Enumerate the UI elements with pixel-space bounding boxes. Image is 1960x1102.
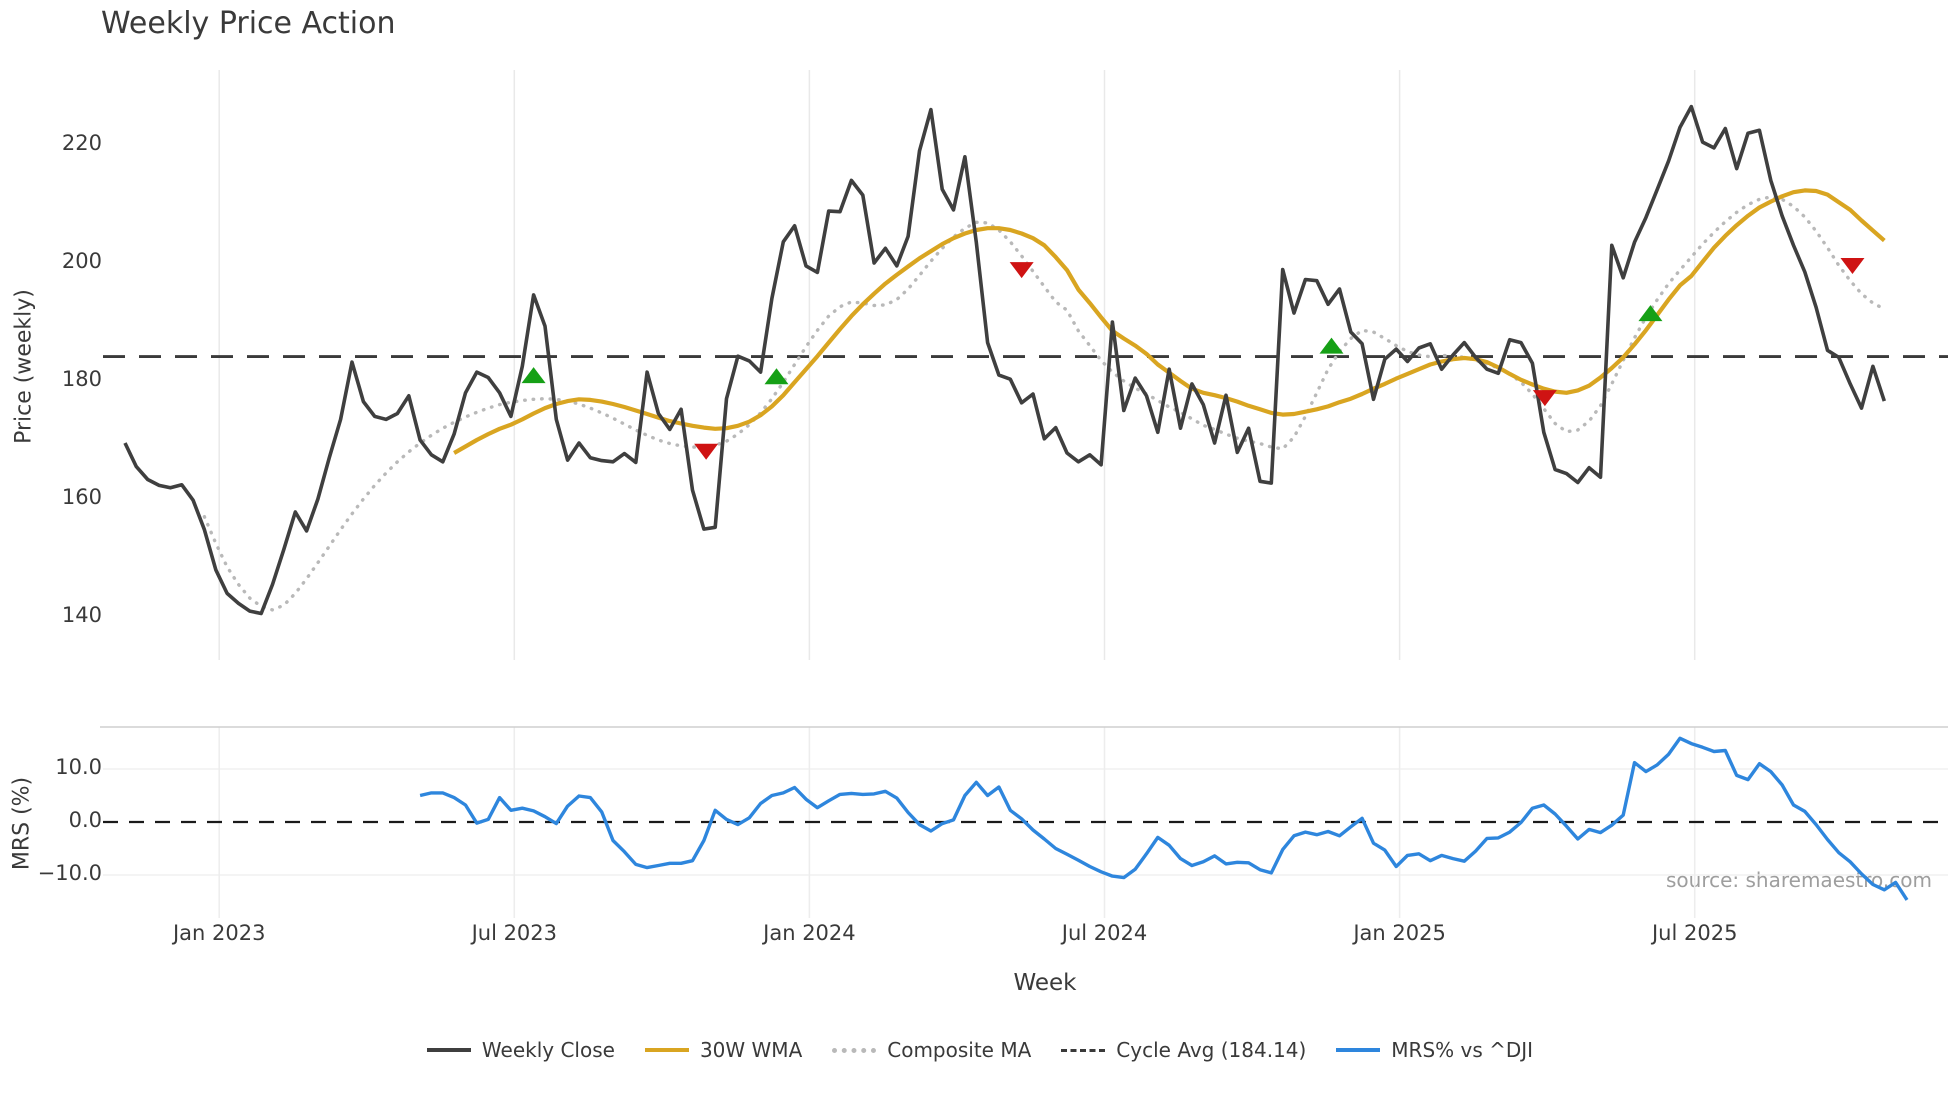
source-attribution: source: sharemaestro.com xyxy=(1666,868,1932,892)
legend-swatch xyxy=(1336,1048,1381,1052)
chart-title: Weekly Price Action xyxy=(101,6,396,41)
date-tick-label: Jan 2024 xyxy=(763,921,856,945)
legend-item-mrs-vs-dji: MRS% vs ^DJI xyxy=(1336,1038,1533,1062)
mrs-tick-label: −10.0 xyxy=(37,861,102,885)
buy-marker xyxy=(1638,305,1663,322)
price-tick-label: 200 xyxy=(61,249,102,273)
weekly-close-line xyxy=(123,104,1887,616)
legend-label: MRS% vs ^DJI xyxy=(1391,1038,1534,1062)
price-tick-label: 160 xyxy=(61,485,102,509)
sell-marker xyxy=(694,443,719,460)
price-tick-label: 220 xyxy=(61,131,102,155)
sell-marker xyxy=(1532,390,1557,407)
sell-marker xyxy=(1009,262,1034,279)
date-tick-label: Jan 2023 xyxy=(172,921,266,945)
x-axis-label: Week xyxy=(1013,970,1077,996)
legend-item-weekly-close: Weekly Close xyxy=(426,1038,615,1062)
legend: Weekly Close 30W WMA Composite MA Cycle Avg… xyxy=(0,1038,1960,1062)
legend-item-cycle-avg-184-14-: Cycle Avg (184.14) xyxy=(1061,1038,1306,1062)
buy-marker xyxy=(521,367,546,384)
legend-swatch xyxy=(1061,1048,1106,1052)
price-tick-label: 180 xyxy=(61,367,102,391)
sell-marker xyxy=(1840,257,1865,274)
date-tick-label: Jul 2025 xyxy=(1651,921,1738,945)
legend-label: Composite MA xyxy=(887,1038,1032,1062)
price-tick-label: 140 xyxy=(61,603,102,627)
legend-label: 30W WMA xyxy=(699,1038,803,1062)
legend-item-composite-ma: Composite MA xyxy=(832,1038,1031,1062)
wma-line xyxy=(453,188,1886,455)
legend-swatch xyxy=(644,1048,689,1052)
legend-swatch xyxy=(426,1048,471,1052)
mrs-tick-label: 10.0 xyxy=(55,755,102,779)
legend-swatch xyxy=(832,1047,877,1053)
legend-label: Cycle Avg (184.14) xyxy=(1116,1038,1307,1062)
legend-item-30w-wma: 30W WMA xyxy=(644,1038,803,1062)
date-tick-label: Jul 2024 xyxy=(1061,921,1148,945)
date-tick-label: Jul 2023 xyxy=(471,921,558,945)
legend-label: Weekly Close xyxy=(481,1038,615,1062)
buy-marker xyxy=(1319,337,1344,354)
composite-ma-line xyxy=(202,195,1887,612)
buy-marker xyxy=(764,368,789,385)
mrs-tick-label: 0.0 xyxy=(68,808,102,832)
date-tick-label: Jan 2025 xyxy=(1353,921,1446,945)
